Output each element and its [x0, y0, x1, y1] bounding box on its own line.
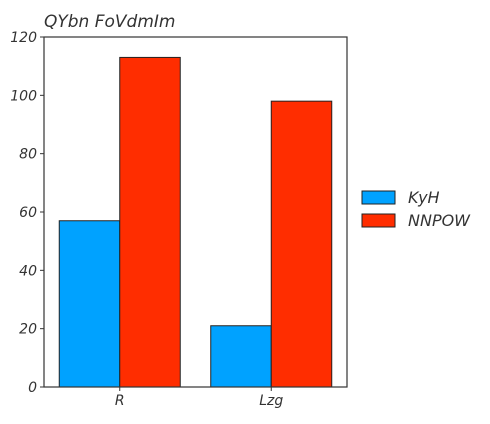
x-tick-label-r: R [115, 393, 125, 409]
x-tick-label-lzg: Lzg [259, 393, 283, 409]
legend-swatch-kyh [361, 190, 396, 205]
legend-swatch-nnpow [361, 213, 396, 228]
bar-nnpow-lzg [270, 100, 333, 388]
x-axis: R Lzg [115, 387, 283, 409]
legend-label-nnpow: NNPOW [408, 211, 471, 230]
y-axis: 0 20 40 60 80 100 120 [10, 30, 44, 396]
y-tick-label: 60 [19, 205, 37, 221]
chart-title: QYbn FoVdmIm [44, 12, 175, 32]
y-tick-label: 80 [19, 147, 37, 163]
plot-frame [43, 36, 348, 388]
y-tick-label: 20 [19, 322, 37, 338]
y-tick-label: 40 [19, 263, 37, 279]
y-tick-label: 0 [28, 380, 37, 396]
legend-label-kyh: KyH [408, 188, 440, 207]
y-tick-label: 120 [10, 30, 37, 46]
bar-nnpow-r [119, 56, 181, 388]
bars-layer [58, 56, 333, 388]
y-tick-label: 100 [10, 88, 37, 104]
bar-kyh-lzg [210, 325, 272, 388]
bar-kyh-r [58, 220, 121, 388]
legend: KyH NNPOW [361, 188, 471, 230]
